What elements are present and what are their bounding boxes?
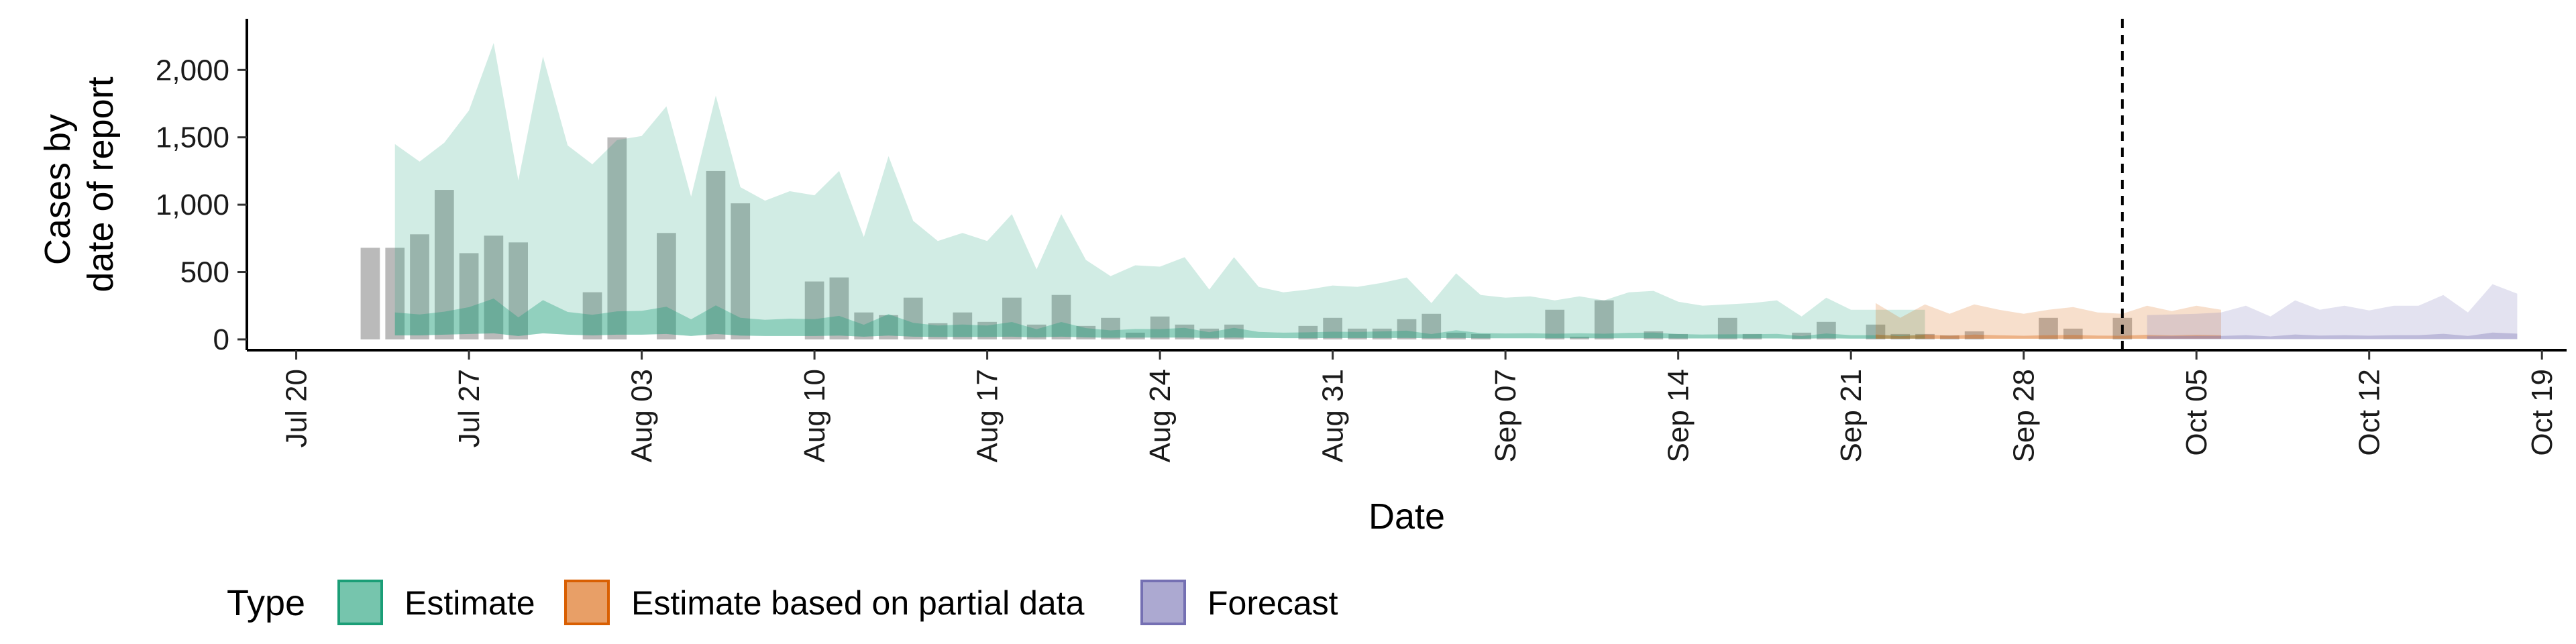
legend-key-forecast: [1140, 580, 1186, 625]
plot-area: [360, 19, 2518, 350]
reported-cases-bar: [1668, 333, 1688, 339]
ribbon-forecast-outer: [2147, 284, 2518, 339]
reported-cases-bar: [1101, 317, 1120, 339]
reported-cases-bar: [829, 277, 849, 339]
reported-cases-bar: [1002, 297, 1022, 339]
reported-cases-bar: [1644, 331, 1664, 339]
x-tick-label: Aug 31: [1317, 369, 1350, 462]
y-tick-label: 0: [213, 323, 229, 356]
legend-label-estimate: Estimate: [405, 584, 535, 622]
x-tick-label: Oct 12: [2353, 369, 2386, 456]
reported-cases-bar: [1348, 328, 1367, 339]
reported-cases-bar: [434, 190, 454, 339]
reported-cases-bar: [1026, 324, 1046, 339]
y-tick-label: 2,000: [156, 54, 229, 87]
y-axis-title: Cases by date of report: [38, 76, 121, 292]
reported-cases-bar: [1594, 300, 1614, 339]
reported-cases-bar: [410, 234, 429, 339]
reported-cases-bar: [879, 315, 898, 339]
ribbon-partial-inner: [1876, 334, 2221, 339]
reported-cases-bar: [706, 170, 726, 339]
reported-cases-bar: [1866, 324, 1886, 339]
legend: Type Estimate Estimate based on partial d…: [227, 580, 1338, 625]
reported-cases-bar: [508, 242, 529, 339]
reported-cases-bar: [1224, 324, 1244, 339]
reported-cases-bar: [1792, 332, 1811, 339]
reported-cases-bar: [1890, 333, 1911, 339]
reported-cases-bar: [1446, 332, 1466, 339]
reported-cases-bar: [804, 281, 824, 339]
y-tick-label: 1,500: [156, 121, 229, 154]
reported-cases-bar: [1545, 309, 1565, 339]
reported-cases-bar: [1939, 335, 1960, 339]
reported-cases-bar: [854, 312, 874, 339]
ribbon-estimate-outer: [394, 43, 1925, 339]
reported-cases-bar: [1125, 332, 1145, 339]
x-tick-label: Oct 19: [2526, 369, 2559, 456]
reported-cases-bar: [977, 321, 997, 339]
x-tick-label: Sep 07: [1489, 369, 1522, 462]
legend-key-estimate: [337, 580, 383, 625]
reported-cases-bar: [360, 248, 380, 339]
legend-label-partial: Estimate based on partial data: [631, 584, 1085, 622]
ribbon-estimate-inner: [394, 299, 1925, 339]
reported-cases-bar: [1199, 328, 1220, 339]
x-axis-title: Date: [1368, 496, 1445, 537]
reported-cases-bar: [953, 312, 973, 339]
x-tick-label: Jul 20: [280, 369, 313, 447]
reported-cases-bar: [385, 248, 405, 339]
reported-cases-bar: [1915, 333, 1935, 339]
ribbon-forecast-inner: [2147, 332, 2518, 339]
reported-cases-bar: [1323, 317, 1342, 339]
x-tick-label: Jul 27: [453, 369, 486, 447]
reported-cases-bar: [484, 235, 504, 339]
x-tick-label: Oct 05: [2180, 369, 2213, 456]
reported-cases-bar: [1570, 336, 1589, 339]
reported-cases-bar: [1817, 321, 1836, 339]
reported-cases-bar: [1964, 331, 1984, 339]
reported-cases-bar: [1717, 317, 1737, 339]
ribbon-partial-outer: [1876, 303, 2221, 339]
reported-cases-bar: [903, 297, 923, 339]
y-tick-label: 1,000: [156, 189, 229, 221]
reported-cases-bar: [1076, 325, 1096, 339]
reported-cases-bar: [1051, 294, 1071, 339]
reported-cases-bar: [1397, 319, 1417, 339]
x-tick-label: Aug 24: [1144, 369, 1177, 462]
reported-cases-bar: [657, 233, 676, 339]
y-axis-title-line-2: date of report: [80, 76, 121, 292]
reported-cases-bar: [1150, 316, 1170, 339]
x-tick-label: Aug 03: [626, 369, 659, 462]
legend-label-forecast: Forecast: [1208, 584, 1338, 622]
reported-cases-bar: [607, 137, 627, 339]
y-tick-label: 500: [180, 256, 229, 289]
axes: 0 500 1,000 1,500 2,000 Jul 20 Jul 27 Aug 03 Aug…: [156, 19, 2567, 462]
x-tick-label: Aug 17: [971, 369, 1004, 462]
reported-cases-bar: [459, 253, 479, 339]
reported-cases-bar: [1471, 333, 1491, 339]
reported-cases-bar: [2063, 328, 2083, 339]
reported-cases-bar: [1372, 328, 1392, 339]
legend-title: Type: [227, 583, 305, 623]
reported-cases-bar: [582, 292, 602, 339]
reported-cases-bar: [1175, 324, 1195, 339]
reported-cases-bar: [731, 203, 751, 339]
x-tick-label: Sep 28: [2008, 369, 2041, 462]
reported-cases-bar: [1742, 333, 1762, 339]
legend-key-partial: [564, 580, 610, 625]
reported-cases-bar: [1421, 313, 1442, 339]
reported-cases-bar: [928, 323, 948, 339]
reported-cases-bar: [1298, 325, 1318, 339]
x-tick-label: Sep 14: [1662, 369, 1695, 462]
x-tick-label: Aug 10: [798, 369, 831, 462]
reported-cases-bar: [2039, 317, 2058, 339]
y-axis-title-line-1: Cases by: [38, 114, 78, 265]
x-tick-label: Sep 21: [1835, 369, 1868, 462]
